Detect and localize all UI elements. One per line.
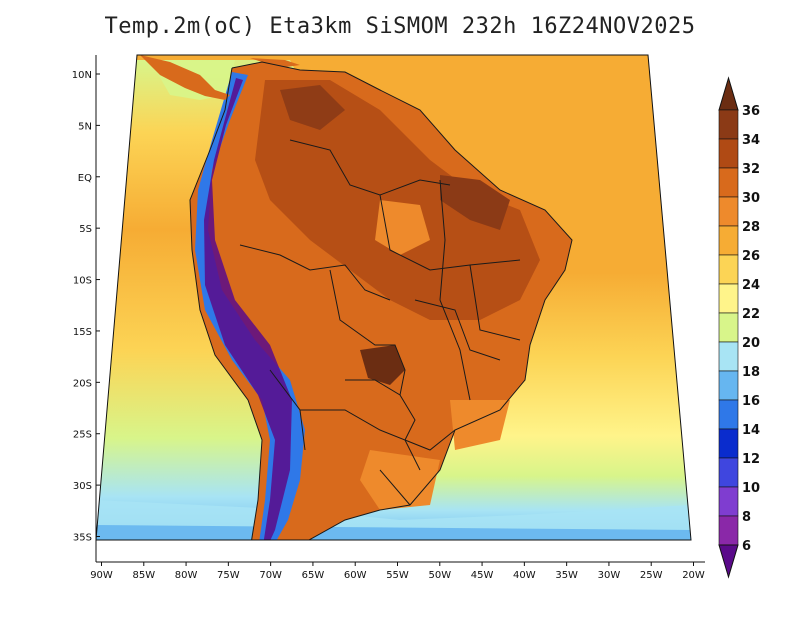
lat-tick-label: 35S xyxy=(73,533,92,544)
colorbar-swatch xyxy=(718,167,739,198)
lon-tick-label: 30W xyxy=(598,570,621,581)
colorbar-swatch xyxy=(718,109,739,140)
lon-tick-label: 65W xyxy=(302,570,325,581)
very-hot-pantanal xyxy=(360,345,405,385)
lat-tick-label: 25S xyxy=(73,430,92,441)
lon-tick-label: 40W xyxy=(513,570,536,581)
pacific-field xyxy=(96,60,270,540)
lon-tick-label: 45W xyxy=(471,570,494,581)
lon-tick-label: 70W xyxy=(259,570,282,581)
colorbar-label: 32 xyxy=(742,162,760,177)
colorbar-swatch xyxy=(718,341,739,372)
lat-tick-label: EQ xyxy=(78,173,92,184)
colorbar-label: 30 xyxy=(742,191,760,206)
colorbar-label: 26 xyxy=(742,249,760,264)
colorbar-swatch xyxy=(718,399,739,430)
caribbean-islands xyxy=(250,58,300,68)
very-hot-venezuela xyxy=(280,85,345,130)
colorbar-swatch xyxy=(718,312,739,343)
colorbar-top-arrow xyxy=(718,76,739,111)
lon-tick-label: 55W xyxy=(386,570,409,581)
colorbar-label: 22 xyxy=(742,307,760,322)
lat-tick-label: 10N xyxy=(72,70,92,81)
colorbar-label: 16 xyxy=(742,394,760,409)
lon-tick-label: 80W xyxy=(175,570,198,581)
lon-tick-label: 35W xyxy=(555,570,578,581)
lat-tick-label: 5S xyxy=(79,224,92,235)
mild-south xyxy=(360,450,440,510)
lat-tick-label: 5N xyxy=(78,121,92,132)
lat-tick-label: 30S xyxy=(73,481,92,492)
lon-tick-label: 50W xyxy=(428,570,451,581)
country-borders xyxy=(189,61,573,540)
colorbar-swatch xyxy=(718,428,739,459)
colorbar-swatch xyxy=(718,196,739,227)
lon-tick-label: 20W xyxy=(682,570,705,581)
very-hot-north xyxy=(440,175,510,230)
colorbar-swatch xyxy=(718,515,739,546)
map-field xyxy=(96,55,691,540)
colorbar-swatch xyxy=(718,457,739,488)
colorbar-swatch xyxy=(718,254,739,285)
lon-tick-label: 90W xyxy=(90,570,113,581)
colorbar-label: 6 xyxy=(742,539,751,554)
map-frame xyxy=(95,54,692,541)
colorbar-bottom-arrow xyxy=(718,544,739,579)
hot-interior xyxy=(255,80,540,320)
colorbar-swatch xyxy=(718,370,739,401)
lon-tick-label: 75W xyxy=(217,570,240,581)
andes-very-cold xyxy=(204,78,292,540)
colorbar-label: 14 xyxy=(742,423,760,438)
colorbar-label: 28 xyxy=(742,220,760,235)
colorbar-label: 12 xyxy=(742,452,760,467)
colorbar-label: 36 xyxy=(742,104,760,119)
colorbar-label: 34 xyxy=(742,133,760,148)
colorbar-label: 8 xyxy=(742,510,751,525)
colorbar-swatch xyxy=(718,283,739,314)
latitude-ticks: 10N 5N EQ 5S 10S 15S 20S 25S 30S 35S xyxy=(72,70,100,544)
lat-tick-label: 10S xyxy=(73,276,92,287)
colorbar-label: 20 xyxy=(742,336,760,351)
lat-tick-label: 15S xyxy=(73,327,92,338)
colorbar-swatch xyxy=(718,486,739,517)
colorbar-label: 24 xyxy=(742,278,760,293)
colorbar-swatch xyxy=(718,138,739,169)
lon-tick-label: 25W xyxy=(640,570,663,581)
map-title: Temp.2m(oC) Eta3km SiSMOM 232h 16Z24NOV2… xyxy=(104,14,696,39)
lon-tick-label: 60W xyxy=(344,570,367,581)
lon-tick-label: 85W xyxy=(132,570,155,581)
longitude-ticks: 90W 85W 80W 75W 70W 65W 60W 55W 50W 45W 40W 35W 30W 2… xyxy=(90,562,705,581)
colorbar-label: 10 xyxy=(742,481,760,496)
colorbar: 36 34 32 30 28 26 24 22 20 18 16 14 12 10 8 6 xyxy=(718,76,760,579)
colorbar-swatch xyxy=(718,225,739,256)
central-america-land xyxy=(140,55,230,100)
colorbar-label: 18 xyxy=(742,365,760,380)
lat-tick-label: 20S xyxy=(73,378,92,389)
south-colder-band xyxy=(96,525,691,540)
